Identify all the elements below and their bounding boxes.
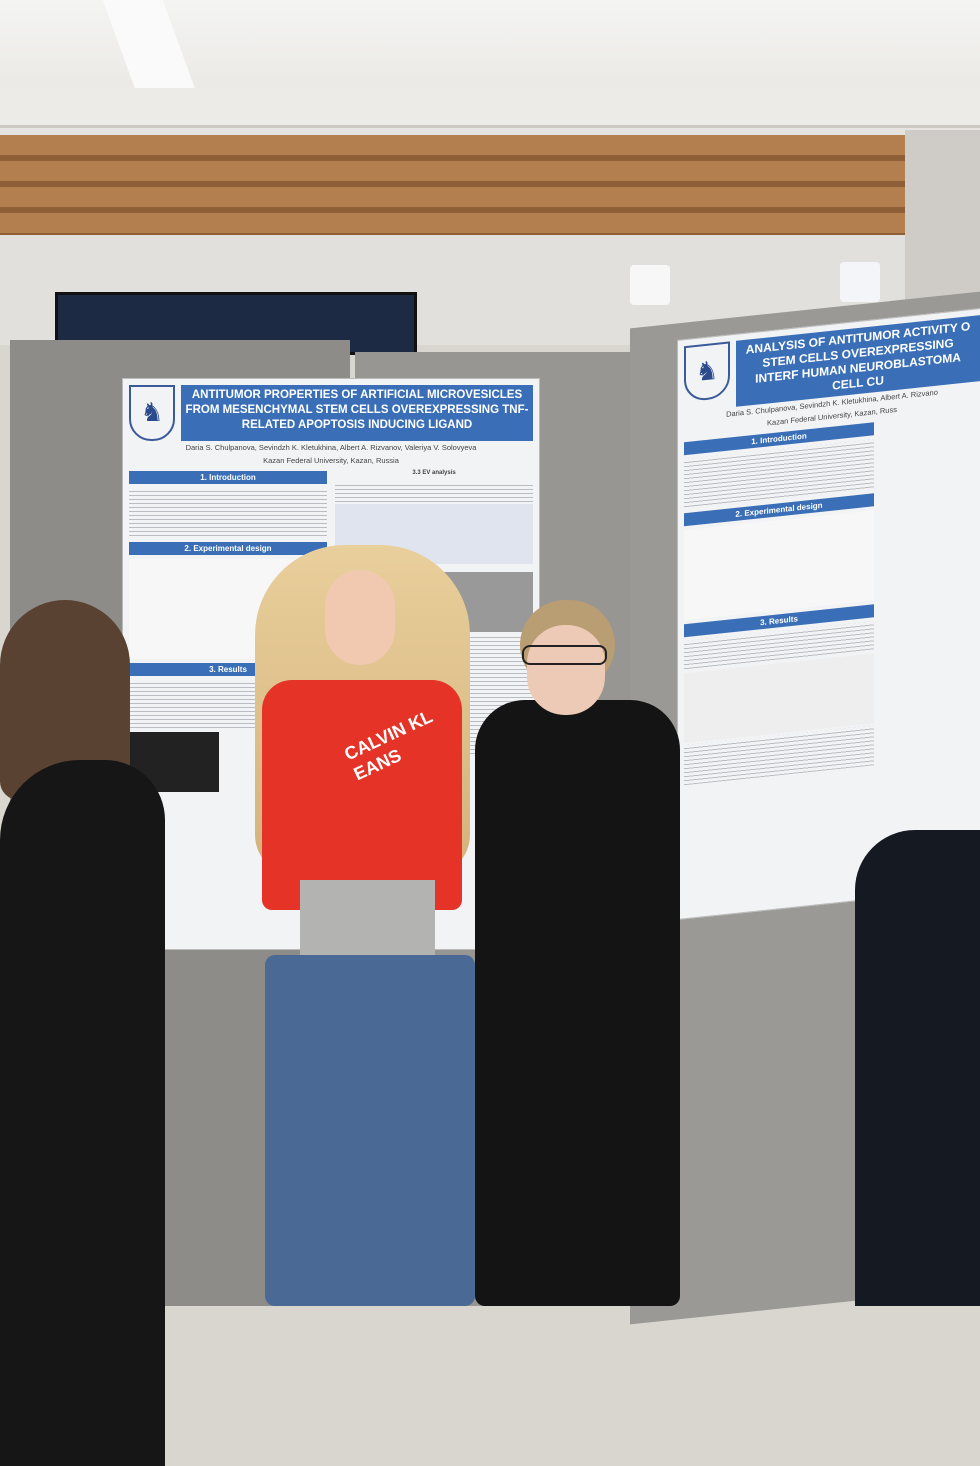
- text-block: [129, 488, 327, 538]
- jeans: [265, 955, 475, 1306]
- glasses: [522, 645, 607, 665]
- poster-affiliation: Kazan Federal University, Kazan, Russia: [263, 456, 399, 465]
- woman-right-black-outfit: [475, 700, 680, 1306]
- section-heading: 1. Introduction: [129, 471, 327, 484]
- right-poster: ♞ ANALYSIS OF ANTITUMOR ACTIVITY O STEM …: [677, 307, 980, 920]
- poster-title: ANTITUMOR PROPERTIES OF ARTIFICIAL MICRO…: [181, 385, 533, 441]
- section-heading: 2. Experimental design: [129, 542, 327, 555]
- ceiling-trim: [0, 88, 980, 128]
- poster-authors: Daria S. Chulpanova, Sevindzh K. Kletukh…: [185, 443, 477, 452]
- gray-shirt: [300, 880, 435, 960]
- person-right: [855, 830, 980, 1306]
- woman-left-face: [325, 570, 395, 665]
- woman-right-face: [527, 625, 605, 715]
- wooden-slats: [0, 135, 905, 235]
- university-logo: ♞: [684, 341, 730, 403]
- text-block: [335, 482, 533, 502]
- diagram: [684, 510, 874, 621]
- wall-sensor: [630, 265, 670, 305]
- wall-sensor: [840, 262, 880, 302]
- person-left: [0, 760, 165, 1466]
- subsection-heading: 3.3 EV analysis: [412, 470, 456, 476]
- university-logo: ♞: [129, 385, 175, 441]
- red-hoodie: [262, 680, 462, 910]
